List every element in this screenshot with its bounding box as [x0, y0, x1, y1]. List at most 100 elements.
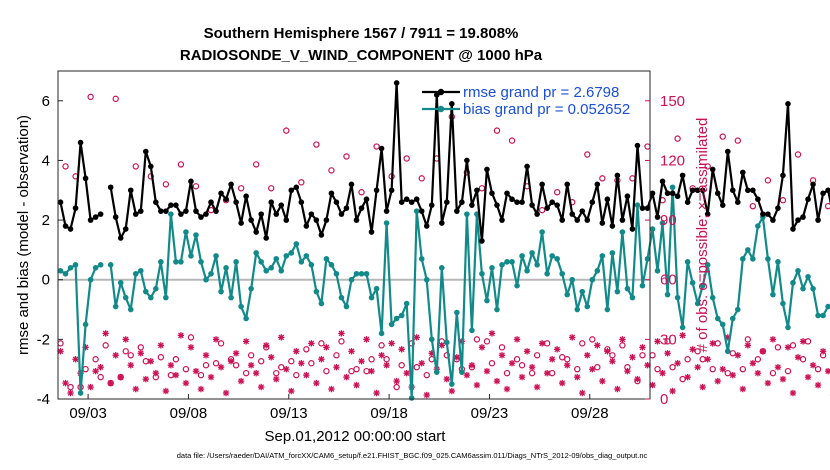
obs-assimilated-marker	[142, 375, 149, 383]
rmse-point	[368, 229, 375, 235]
obs-possible-marker	[609, 352, 616, 359]
obs-assimilated-marker	[232, 350, 240, 357]
obs-assimilated-stroke	[489, 330, 495, 337]
obs-assimilated-stroke	[805, 374, 811, 380]
obs-assimilated-marker	[824, 367, 830, 375]
bias-point	[142, 288, 149, 295]
obs-assimilated-stroke	[92, 368, 99, 375]
obs-assimilated-marker	[614, 385, 621, 393]
obs-assimilated-stroke	[178, 332, 184, 339]
obs-assimilated-stroke	[574, 374, 581, 380]
obs-assimilated-marker	[779, 375, 787, 383]
rmse-point	[534, 211, 540, 217]
obs-possible-marker	[252, 161, 260, 168]
y-left-tick-label: 4	[42, 152, 50, 169]
rmse-point	[303, 223, 310, 229]
rmse-point	[785, 101, 791, 107]
rmse-point	[709, 166, 716, 173]
rmse-point	[233, 199, 239, 205]
bias-point	[373, 285, 380, 292]
rmse-point	[790, 226, 796, 232]
bias-point	[67, 265, 74, 271]
obs-possible-marker	[393, 383, 400, 391]
rmse-point	[428, 202, 435, 208]
rmse-point	[213, 208, 219, 214]
rmse-point	[117, 235, 124, 241]
obs-assimilated-stroke	[127, 362, 134, 369]
obs-assimilated-marker	[373, 389, 380, 397]
obs-assimilated-stroke	[238, 378, 244, 384]
y-right-tick-label: 90	[660, 212, 677, 229]
rmse-point	[469, 202, 475, 208]
rmse-point	[594, 181, 601, 188]
rmse-point	[112, 214, 119, 220]
rmse-point	[825, 187, 830, 194]
obs-possible-marker	[283, 127, 290, 134]
rmse-point	[188, 178, 194, 185]
obs-assimilated-marker	[679, 332, 686, 339]
obs-assimilated-stroke	[649, 382, 656, 388]
x-tick-label: 09/08	[170, 405, 208, 422]
obs-possible-marker	[649, 352, 656, 359]
obs-assimilated-stroke	[744, 342, 751, 349]
obs-assimilated-marker	[252, 369, 260, 377]
rmse-point	[494, 202, 500, 208]
obs-assimilated-stroke	[674, 360, 681, 367]
obs-assimilated-marker	[574, 373, 581, 381]
bias-point	[740, 256, 746, 262]
obs-assimilated-stroke	[544, 370, 551, 377]
bias-point	[594, 267, 601, 274]
obs-possible-marker	[247, 352, 255, 359]
y-left-tick-label: -4	[37, 391, 50, 408]
obs-assimilated-stroke	[117, 374, 124, 380]
bias-point	[163, 294, 169, 301]
obs-assimilated-marker	[569, 334, 576, 341]
y-left-tick-label: 6	[42, 93, 50, 110]
rmse-point	[654, 214, 661, 220]
obs-assimilated-marker	[639, 344, 646, 351]
rmse-point	[77, 139, 84, 146]
obs-assimilated-marker	[202, 352, 210, 359]
rmse-point	[87, 217, 94, 223]
bias-point	[639, 282, 646, 289]
obs-assimilated-marker	[719, 365, 726, 373]
rmse-point	[313, 217, 320, 223]
obs-possible-marker	[769, 369, 777, 377]
x-tick-label: 09/23	[471, 405, 509, 422]
y-axis-right-label: # of obs: o=possible; ×=assimilated	[694, 118, 711, 353]
rmse-point	[168, 202, 174, 208]
rmse-point	[92, 214, 99, 220]
bias-series	[57, 184, 830, 401]
obs-assimilated-marker	[157, 342, 165, 349]
obs-assimilated-marker	[518, 373, 526, 381]
bias-point	[228, 294, 234, 301]
obs-assimilated-stroke	[62, 380, 69, 386]
obs-possible-marker	[473, 336, 481, 343]
obs-assimilated-stroke	[333, 364, 340, 371]
rmse-point	[714, 190, 721, 197]
bias-point	[609, 250, 616, 256]
obs-assimilated-marker	[669, 387, 676, 395]
obs-possible-marker	[373, 143, 380, 150]
obs-assimilated-marker	[268, 354, 275, 361]
obs-assimilated-stroke	[579, 390, 586, 396]
obs-assimilated-stroke	[534, 384, 540, 390]
rmse-point	[664, 190, 671, 197]
obs-assimilated-stroke	[464, 372, 470, 379]
bias-point	[539, 229, 545, 235]
rmse-point	[684, 199, 691, 205]
bias-point	[529, 250, 535, 256]
obs-assimilated-stroke	[157, 342, 164, 349]
bias-point	[624, 285, 631, 292]
bias-point	[534, 262, 540, 268]
rmse-point	[148, 163, 154, 170]
bias-point	[82, 321, 89, 328]
obs-assimilated-stroke	[469, 362, 475, 369]
rmse-point	[474, 187, 480, 194]
obs-assimilated-stroke	[378, 352, 385, 359]
obs-assimilated-stroke	[664, 350, 671, 357]
obs-assimilated-stroke	[639, 344, 646, 351]
obs-assimilated-marker	[97, 363, 104, 371]
obs-assimilated-marker	[127, 362, 134, 369]
rmse-point	[765, 211, 771, 217]
